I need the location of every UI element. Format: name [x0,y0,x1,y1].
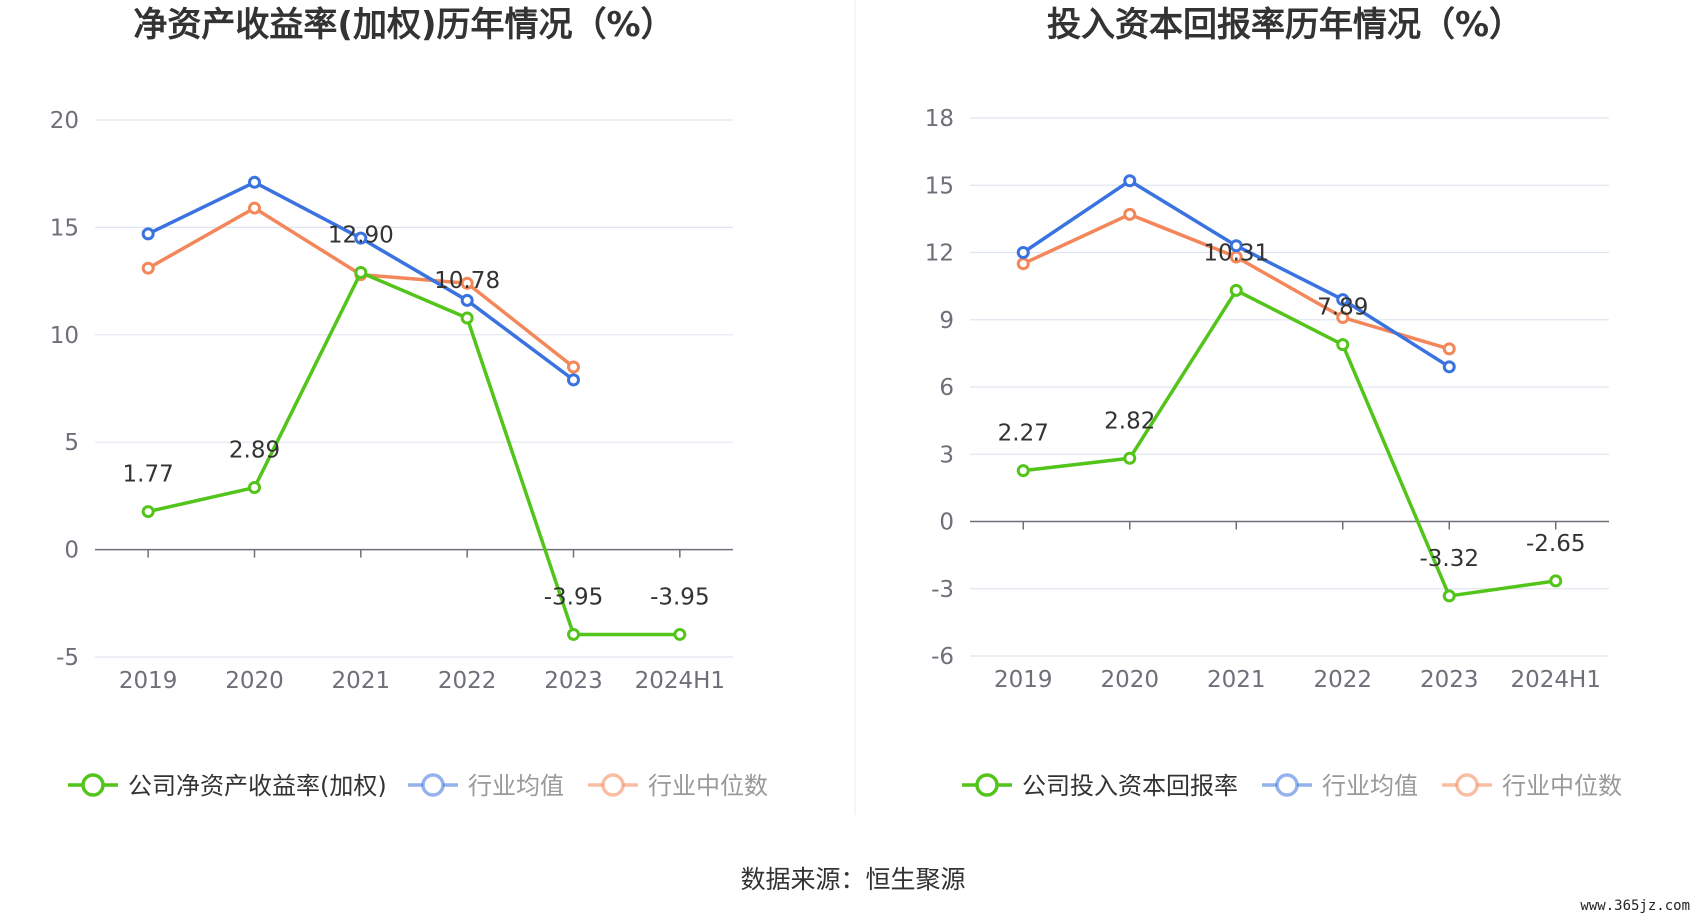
data-point [354,266,368,280]
data-point [460,293,474,307]
data-label: 1.77 [123,462,174,488]
data-label: 2.82 [1104,408,1155,434]
data-point [1016,246,1030,259]
y-tick-label: 0 [64,538,79,564]
x-tick-label: 2019 [994,667,1053,693]
legend-label: 公司净资产收益率(加权) [128,772,387,800]
data-point [1442,589,1456,603]
data-label: 10.31 [1203,240,1269,266]
data-point [1016,257,1030,271]
data-point [460,276,474,290]
left-chart-plot: 20 15 10 5 0 -5 2019 2020 2021 2022 2023 2024H1 1.77… [50,108,733,694]
y-tick-label: 5 [64,430,79,456]
legend-label: 行业中位数 [1502,772,1622,800]
x-tick-label: 2024H1 [635,668,725,694]
data-point [673,627,687,641]
watermark-text: www.365jz.com [1580,898,1690,914]
data-point [1123,451,1137,465]
x-tick-label: 2023 [1420,667,1479,693]
legend-marker [1275,773,1299,797]
x-tick-label: 2019 [119,668,178,694]
data-point [141,261,155,275]
data-point [1442,342,1456,356]
data-label: -3.32 [1419,546,1479,572]
x-tick-label: 2021 [1207,667,1266,693]
y-tick-label: 10 [50,323,79,349]
data-point [1336,293,1350,307]
data-point [1123,174,1137,188]
data-point [567,373,580,387]
legend-label: 公司投入资本回报率 [1022,772,1238,800]
data-point [248,481,261,495]
data-point [141,227,155,241]
data-point [1123,207,1137,221]
legend-label: 行业均值 [468,772,564,800]
data-label: 2.27 [998,421,1049,447]
y-tick-label: 3 [939,442,954,468]
x-tick-label: 2022 [1313,667,1372,693]
legend-marker [601,773,625,797]
y-tick-label: -3 [931,577,954,603]
y-tick-label: 9 [939,308,954,334]
x-tick-label: 2024H1 [1511,667,1601,693]
right-chart-title: 投入资本回报率历年情况（%） [1047,5,1523,45]
left-chart-title: 净资产收益率(加权)历年情况（%） [133,5,674,45]
x-tick-label: 2020 [225,668,284,694]
legend-label: 行业中位数 [648,772,768,800]
data-label: 12.90 [328,223,394,249]
data-point [1549,574,1563,588]
data-label: -3.95 [650,584,710,610]
series-line [147,270,680,637]
right-chart-plot: 18 15 12 9 6 3 0 -3 -6 2019 2020 2021 2022 2023 2024H1… [925,106,1609,693]
y-tick-label: -6 [931,644,954,670]
x-tick-label: 2023 [544,668,603,694]
data-source-note: 数据来源：恒生聚源 [740,865,965,894]
data-label: 7.89 [1317,295,1368,321]
legend-label: 行业均值 [1322,772,1418,800]
data-label: -3.95 [544,584,604,610]
data-point [354,231,368,245]
x-tick-label: 2020 [1100,667,1159,693]
series-line [1022,179,1451,369]
y-tick-label: 18 [925,106,954,132]
y-tick-label: 15 [50,215,79,241]
data-point [1229,239,1243,253]
data-label: 2.89 [229,438,280,464]
left-chart-legend: 公司净资产收益率(加权) 行业均值 行业中位数 [68,772,768,800]
legend-marker [81,773,105,797]
data-point [248,201,261,215]
right-chart-legend: 公司投入资本回报率 行业均值 行业中位数 [962,772,1622,800]
data-label: 10.78 [434,268,500,294]
series-line [1022,212,1450,351]
data-point [1336,311,1350,325]
data-point [1336,338,1350,352]
legend-marker [975,773,999,797]
data-point [460,311,474,325]
data-point [567,360,580,374]
data-point [141,505,155,519]
y-tick-label: 15 [925,173,954,199]
legend-marker [1455,773,1479,797]
legend-marker [421,773,445,797]
y-tick-label: 20 [50,108,79,134]
data-point [1442,360,1456,374]
data-point [248,175,261,189]
y-tick-label: 6 [939,375,954,401]
y-tick-label: 0 [939,510,954,536]
y-tick-label: -5 [56,645,79,671]
data-label: -2.65 [1526,531,1586,557]
series-line [1023,288,1556,598]
data-point [567,627,580,641]
data-point [1016,464,1030,478]
data-point [1229,283,1243,297]
y-tick-label: 12 [925,241,954,267]
x-tick-label: 2022 [438,668,497,694]
x-tick-label: 2021 [332,668,391,694]
